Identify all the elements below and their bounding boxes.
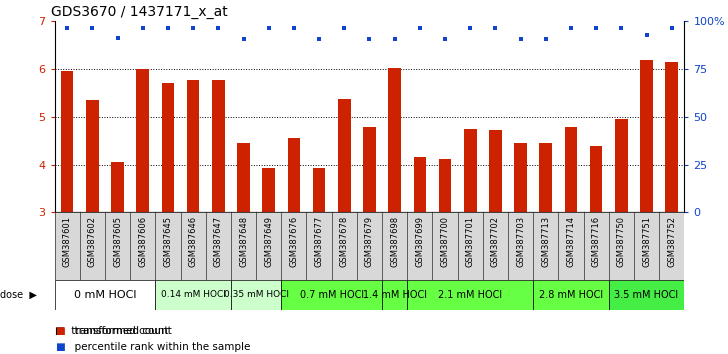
Bar: [61, 72, 74, 212]
Bar: [262, 169, 275, 212]
Text: GSM387752: GSM387752: [668, 216, 676, 267]
Bar: [640, 61, 653, 212]
Point: [565, 25, 577, 31]
Text: GSM387698: GSM387698: [390, 216, 399, 267]
Bar: [565, 127, 577, 212]
Text: GSM387647: GSM387647: [214, 216, 223, 267]
Bar: [338, 99, 351, 212]
Point: [187, 25, 199, 31]
Bar: [288, 138, 300, 212]
Bar: [162, 83, 174, 212]
Point: [389, 36, 400, 42]
Text: dose  ▶: dose ▶: [0, 290, 37, 300]
Text: GSM387713: GSM387713: [542, 216, 550, 267]
Point: [666, 25, 678, 31]
Text: GSM387699: GSM387699: [416, 216, 424, 267]
Text: 3.5 mM HOCl: 3.5 mM HOCl: [614, 290, 678, 300]
Point: [616, 25, 628, 31]
Point: [590, 25, 602, 31]
Bar: [489, 130, 502, 212]
Point: [112, 35, 124, 41]
Text: transformed count: transformed count: [68, 326, 172, 336]
Bar: [136, 69, 149, 212]
Text: ■  transformed count: ■ transformed count: [55, 326, 168, 336]
Text: GSM387677: GSM387677: [314, 216, 323, 267]
Bar: [533, 280, 609, 310]
Text: 0 mM HOCl: 0 mM HOCl: [74, 290, 136, 300]
Bar: [363, 127, 376, 212]
Bar: [231, 280, 281, 310]
Bar: [313, 169, 325, 212]
Text: GSM387602: GSM387602: [88, 216, 97, 267]
Point: [288, 25, 300, 31]
Point: [641, 32, 652, 38]
Point: [439, 36, 451, 42]
Text: GSM387649: GSM387649: [264, 216, 273, 267]
Text: GSM387701: GSM387701: [466, 216, 475, 267]
Bar: [155, 280, 231, 310]
Bar: [539, 143, 552, 212]
Point: [213, 25, 224, 31]
Point: [87, 25, 98, 31]
Text: GSM387645: GSM387645: [164, 216, 173, 267]
Bar: [388, 68, 401, 212]
Point: [489, 25, 501, 31]
Bar: [590, 147, 603, 212]
Bar: [464, 129, 477, 212]
Text: 2.8 mM HOCl: 2.8 mM HOCl: [539, 290, 603, 300]
Bar: [86, 100, 99, 212]
Point: [137, 25, 149, 31]
Point: [515, 36, 526, 42]
Text: 0.7 mM HOCl: 0.7 mM HOCl: [300, 290, 364, 300]
Text: GSM387646: GSM387646: [189, 216, 197, 267]
Text: GSM387601: GSM387601: [63, 216, 71, 267]
Bar: [665, 62, 678, 212]
Point: [162, 25, 174, 31]
Text: GSM387750: GSM387750: [617, 216, 626, 267]
Bar: [55, 280, 155, 310]
Text: GSM387679: GSM387679: [365, 216, 374, 267]
Text: GDS3670 / 1437171_x_at: GDS3670 / 1437171_x_at: [52, 5, 228, 19]
Bar: [609, 280, 684, 310]
Bar: [382, 280, 407, 310]
Text: GSM387702: GSM387702: [491, 216, 500, 267]
Point: [339, 25, 350, 31]
Text: GSM387714: GSM387714: [566, 216, 575, 267]
Text: GSM387606: GSM387606: [138, 216, 147, 267]
Point: [540, 36, 552, 42]
Text: percentile rank within the sample: percentile rank within the sample: [68, 342, 250, 352]
Bar: [514, 143, 527, 212]
Text: GSM387700: GSM387700: [440, 216, 449, 267]
Bar: [281, 280, 382, 310]
Text: GSM387703: GSM387703: [516, 216, 525, 267]
Text: GSM387605: GSM387605: [113, 216, 122, 267]
Point: [263, 25, 274, 31]
Point: [61, 25, 73, 31]
Text: ■: ■: [55, 326, 64, 336]
Text: GSM387716: GSM387716: [592, 216, 601, 267]
Point: [464, 25, 476, 31]
Bar: [111, 162, 124, 212]
Bar: [407, 280, 533, 310]
Bar: [414, 158, 426, 212]
Text: GSM387751: GSM387751: [642, 216, 651, 267]
Bar: [187, 80, 199, 212]
Point: [414, 25, 426, 31]
Bar: [212, 80, 225, 212]
Point: [313, 36, 325, 42]
Text: ■: ■: [55, 342, 64, 352]
Bar: [237, 143, 250, 212]
Text: 0.35 mM HOCl: 0.35 mM HOCl: [223, 290, 288, 299]
Point: [237, 36, 249, 42]
Point: [363, 36, 376, 42]
Text: GSM387678: GSM387678: [340, 216, 349, 267]
Text: GSM387676: GSM387676: [290, 216, 298, 267]
Bar: [615, 119, 628, 212]
Text: GSM387648: GSM387648: [239, 216, 248, 267]
Text: 2.1 mM HOCl: 2.1 mM HOCl: [438, 290, 502, 300]
Bar: [439, 159, 451, 212]
Text: 0.14 mM HOCl: 0.14 mM HOCl: [161, 290, 226, 299]
Text: 1.4 mM HOCl: 1.4 mM HOCl: [363, 290, 427, 300]
